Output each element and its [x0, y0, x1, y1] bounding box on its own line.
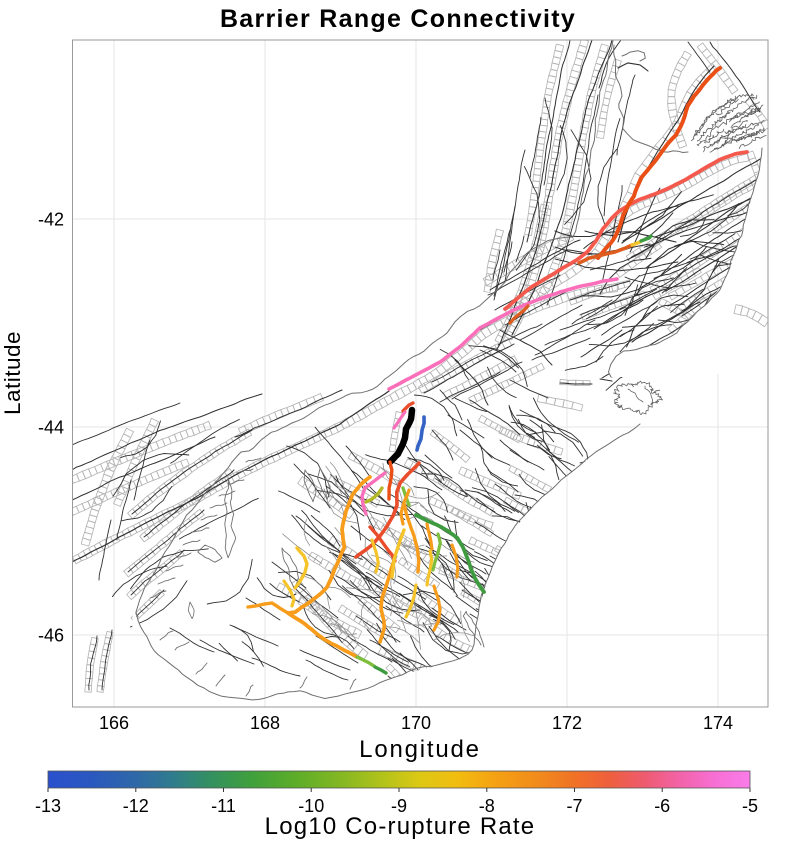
- svg-text:-6: -6: [654, 796, 670, 816]
- svg-text:-7: -7: [566, 796, 582, 816]
- svg-text:168: 168: [250, 713, 280, 733]
- svg-text:170: 170: [401, 713, 431, 733]
- svg-text:Latitude: Latitude: [0, 331, 25, 415]
- svg-text:172: 172: [552, 713, 582, 733]
- svg-text:-11: -11: [211, 796, 236, 816]
- svg-text:-42: -42: [38, 210, 64, 230]
- svg-text:-9: -9: [391, 796, 407, 816]
- svg-text:-13: -13: [35, 796, 61, 816]
- svg-text:Longitude: Longitude: [359, 736, 481, 763]
- svg-text:-12: -12: [123, 796, 149, 816]
- svg-text:-10: -10: [298, 796, 324, 816]
- svg-text:Barrier Range Connectivity: Barrier Range Connectivity: [220, 5, 576, 33]
- svg-text:-44: -44: [38, 418, 64, 438]
- svg-text:-8: -8: [479, 796, 495, 816]
- svg-text:166: 166: [99, 713, 129, 733]
- svg-text:174: 174: [703, 713, 733, 733]
- svg-text:-46: -46: [38, 626, 64, 646]
- svg-text:-5: -5: [742, 796, 758, 816]
- svg-text:Log10 Co-rupture Rate: Log10 Co-rupture Rate: [265, 813, 536, 840]
